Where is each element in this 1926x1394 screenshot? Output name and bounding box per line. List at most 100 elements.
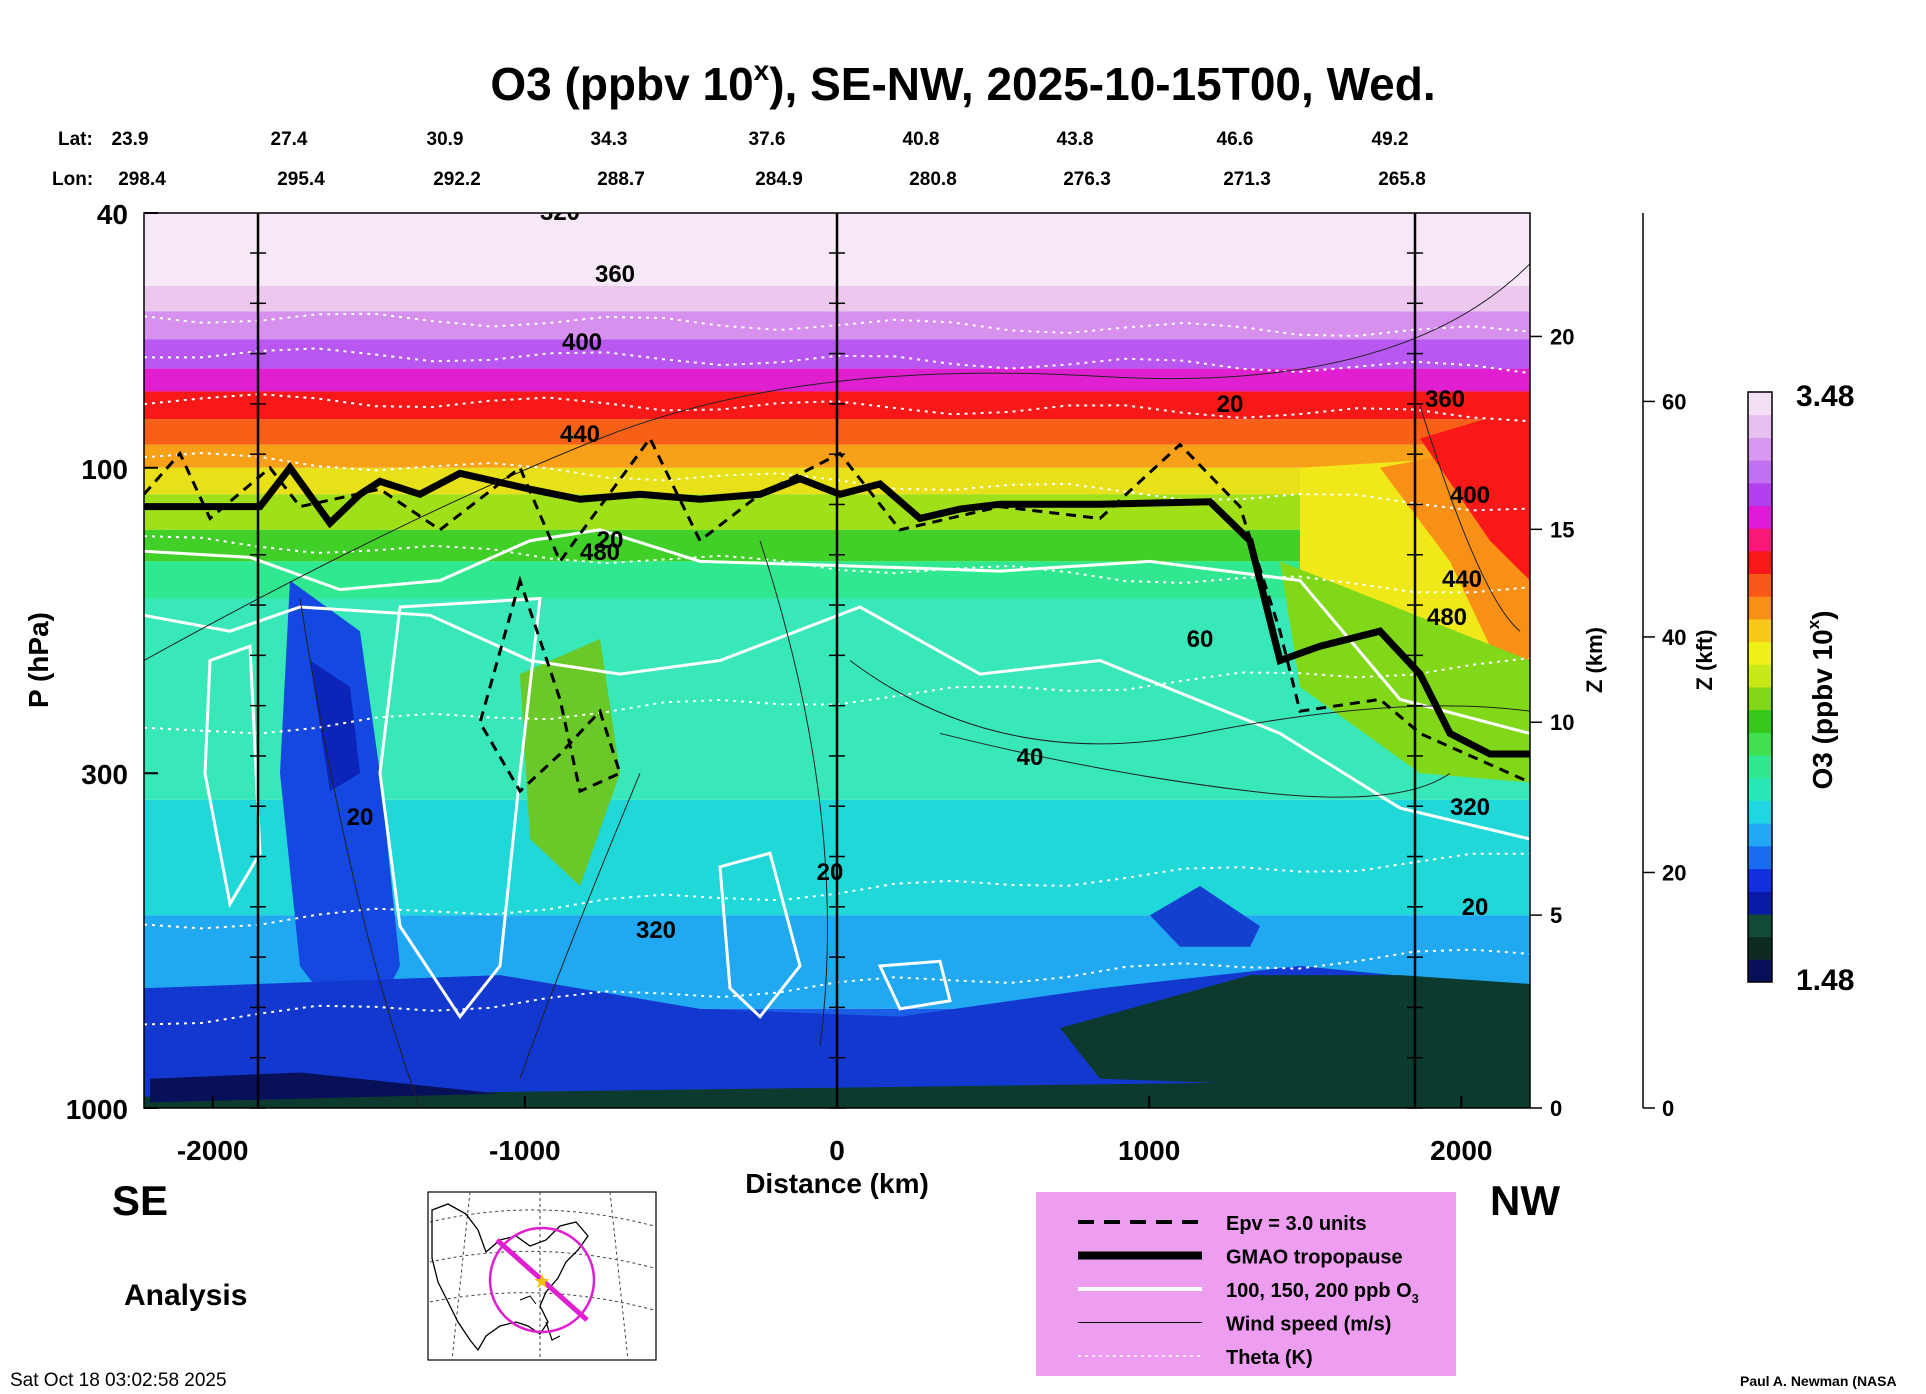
section-line bbox=[495, 1238, 589, 1322]
y-tick-label: 1000 bbox=[66, 1094, 128, 1125]
range-circle bbox=[488, 1226, 596, 1334]
lon-value: 292.2 bbox=[433, 169, 481, 190]
lon-value: 284.9 bbox=[755, 169, 803, 190]
y-tick-label: 40 bbox=[97, 199, 128, 230]
y-axis-label: P (hPa) bbox=[23, 612, 54, 708]
theta-label: 320 bbox=[540, 199, 580, 226]
direction-nw-label: NW bbox=[1490, 1177, 1560, 1224]
y-tick-label: 100 bbox=[81, 454, 128, 485]
theta-label: 360 bbox=[595, 261, 635, 288]
theta-label: 360 bbox=[1425, 386, 1465, 413]
lat-value: 30.9 bbox=[427, 129, 464, 150]
lon-value: 276.3 bbox=[1063, 169, 1111, 190]
colorbar-step bbox=[1748, 709, 1772, 733]
lat-value: 49.2 bbox=[1372, 129, 1409, 150]
legend-label: Wind speed (m/s) bbox=[1226, 1314, 1391, 1336]
profile-lines bbox=[250, 213, 1423, 1109]
legend: Epv = 3.0 units GMAO tropopause 100, 150, … bbox=[1078, 1213, 1419, 1369]
chart-title: O3 (ppbv 10x), SE-NW, 2025-10-15T00, Wed… bbox=[490, 55, 1435, 110]
wind-contour bbox=[144, 263, 1530, 661]
wind-label: 20 bbox=[597, 527, 624, 554]
lat-value: 37.6 bbox=[749, 129, 786, 150]
wind-label: 40 bbox=[1017, 744, 1044, 771]
theta-label: 480 bbox=[580, 539, 620, 566]
x-tick-label: 1000 bbox=[1118, 1135, 1180, 1166]
inset-map: ★ bbox=[427, 1191, 657, 1361]
lat-lon-row: 23.9 27.4 30.9 34.3 37.6 40.8 43.8 46.6 49.2 298.… bbox=[112, 129, 1426, 190]
timestamp: Sat Oct 18 03:02:58 2025 bbox=[10, 1370, 227, 1391]
colorbar-step bbox=[1748, 618, 1772, 643]
lat-value: 43.8 bbox=[1057, 129, 1094, 150]
colorbar-step bbox=[1748, 392, 1772, 416]
field-blob bbox=[310, 660, 360, 792]
z-km-axis: 0 5 10 15 20 bbox=[1530, 324, 1574, 1121]
lon-header-label: Lon: bbox=[52, 169, 93, 190]
z-tick-label: 15 bbox=[1550, 517, 1574, 542]
field-blob bbox=[520, 638, 620, 886]
direction-se-label: SE bbox=[112, 1177, 168, 1224]
colorbar-step bbox=[1748, 596, 1772, 620]
theta-label: 440 bbox=[1442, 566, 1482, 593]
ozone-contour bbox=[144, 605, 1530, 841]
colorbar-step bbox=[1748, 460, 1772, 484]
colorbar-step bbox=[1748, 913, 1772, 938]
wind-contour bbox=[1419, 405, 1521, 632]
colorbar-step bbox=[1748, 687, 1772, 711]
colorbar-step bbox=[1748, 777, 1772, 801]
epv-contour bbox=[478, 575, 622, 794]
colorbar-step bbox=[1748, 664, 1772, 688]
kft-tick-label: 40 bbox=[1662, 625, 1686, 650]
colorbar-step bbox=[1748, 482, 1772, 506]
ozone-contour bbox=[144, 528, 1530, 735]
theta-label: 400 bbox=[562, 329, 602, 356]
x-tick-label: -2000 bbox=[177, 1135, 249, 1166]
x-axis: -2000 -1000 0 1000 2000 bbox=[177, 1096, 1492, 1166]
colorbar-step bbox=[1748, 800, 1772, 824]
colorbar-step bbox=[1748, 641, 1772, 665]
field-blob bbox=[1280, 561, 1530, 783]
theta-label: 320 bbox=[1450, 794, 1490, 821]
colorbar-label: O3 (ppbv 10x) bbox=[1804, 610, 1838, 789]
lon-value: 295.4 bbox=[277, 169, 325, 190]
colorbar-step bbox=[1748, 755, 1772, 779]
ozone-contour bbox=[203, 644, 262, 909]
colorbar-step bbox=[1748, 891, 1772, 915]
legend-label: Theta (K) bbox=[1226, 1347, 1313, 1369]
colorbar-step bbox=[1748, 868, 1772, 892]
colorbar-step bbox=[1748, 936, 1772, 960]
contour-lines: 320 360 400 440 480 320 360 400 440 480 320 20 40 60 2… bbox=[144, 199, 1530, 1108]
wind-label: 20 bbox=[817, 859, 844, 886]
legend-label: GMAO tropopause bbox=[1226, 1247, 1403, 1269]
z-tick-label: 0 bbox=[1550, 1096, 1562, 1121]
center-star-icon: ★ bbox=[533, 1269, 551, 1293]
wind-label: 20 bbox=[1217, 391, 1244, 418]
colorbar-step bbox=[1748, 437, 1772, 461]
colorbar-step bbox=[1748, 959, 1772, 983]
wind-label: 20 bbox=[597, 527, 624, 554]
colorbar-step bbox=[1748, 505, 1772, 529]
colorbar bbox=[1747, 391, 1773, 983]
y-tick-label: 300 bbox=[81, 759, 128, 790]
colorbar-step bbox=[1748, 732, 1772, 756]
z-tick-label: 10 bbox=[1550, 710, 1574, 735]
kft-tick-label: 0 bbox=[1662, 1096, 1674, 1121]
wind-contour bbox=[299, 598, 421, 1108]
field-blob bbox=[1150, 885, 1260, 947]
epv-contour bbox=[144, 435, 1530, 784]
ozone-contour bbox=[718, 851, 802, 1019]
field-blob bbox=[280, 580, 400, 1046]
lon-value: 288.7 bbox=[597, 169, 645, 190]
ozone-contour bbox=[877, 959, 952, 1011]
analysis-label: Analysis bbox=[124, 1279, 247, 1312]
z-kft-axis-label: Z (kft) bbox=[1692, 629, 1717, 690]
wind-contour bbox=[519, 773, 641, 1079]
colorbar-step bbox=[1748, 845, 1772, 870]
theta-label: 400 bbox=[1450, 482, 1490, 509]
lon-value: 298.4 bbox=[118, 169, 166, 190]
x-tick-label: -1000 bbox=[489, 1135, 561, 1166]
colorbar-step bbox=[1748, 528, 1772, 552]
kft-tick-label: 20 bbox=[1662, 860, 1686, 885]
lat-value: 40.8 bbox=[903, 129, 940, 150]
lat-value: 34.3 bbox=[591, 129, 628, 150]
